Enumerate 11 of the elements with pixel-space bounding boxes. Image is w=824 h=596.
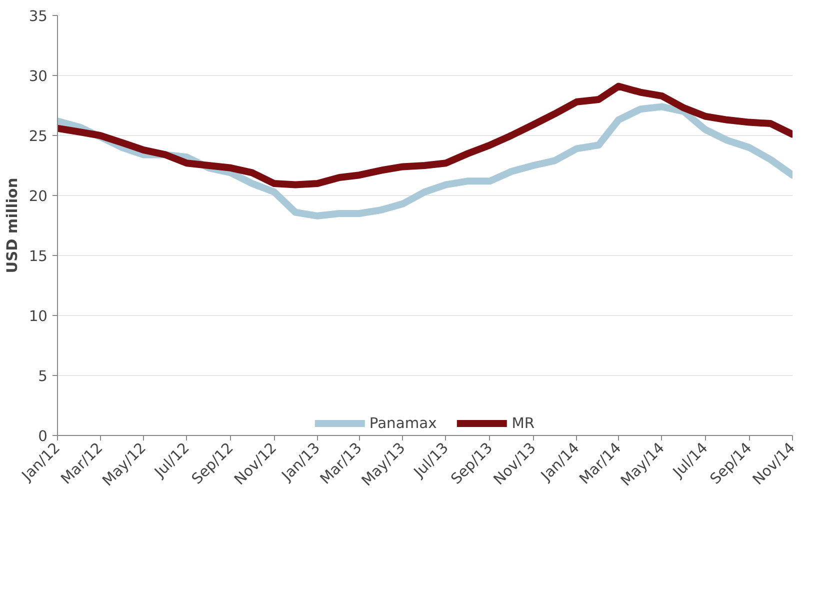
y-axis-title: USD million <box>4 178 21 274</box>
y-tick-label: 30 <box>28 68 48 85</box>
y-tick-label: 25 <box>28 128 48 145</box>
y-tick-label: 15 <box>28 248 48 265</box>
y-tick-label: 5 <box>38 368 48 385</box>
legend-label: Panamax <box>369 414 437 432</box>
legend-label: MR <box>512 414 535 432</box>
y-tick-label: 10 <box>28 308 48 325</box>
y-tick-label: 0 <box>38 428 48 445</box>
y-tick-label: 20 <box>28 188 48 205</box>
y-tick-label: 35 <box>28 8 48 25</box>
